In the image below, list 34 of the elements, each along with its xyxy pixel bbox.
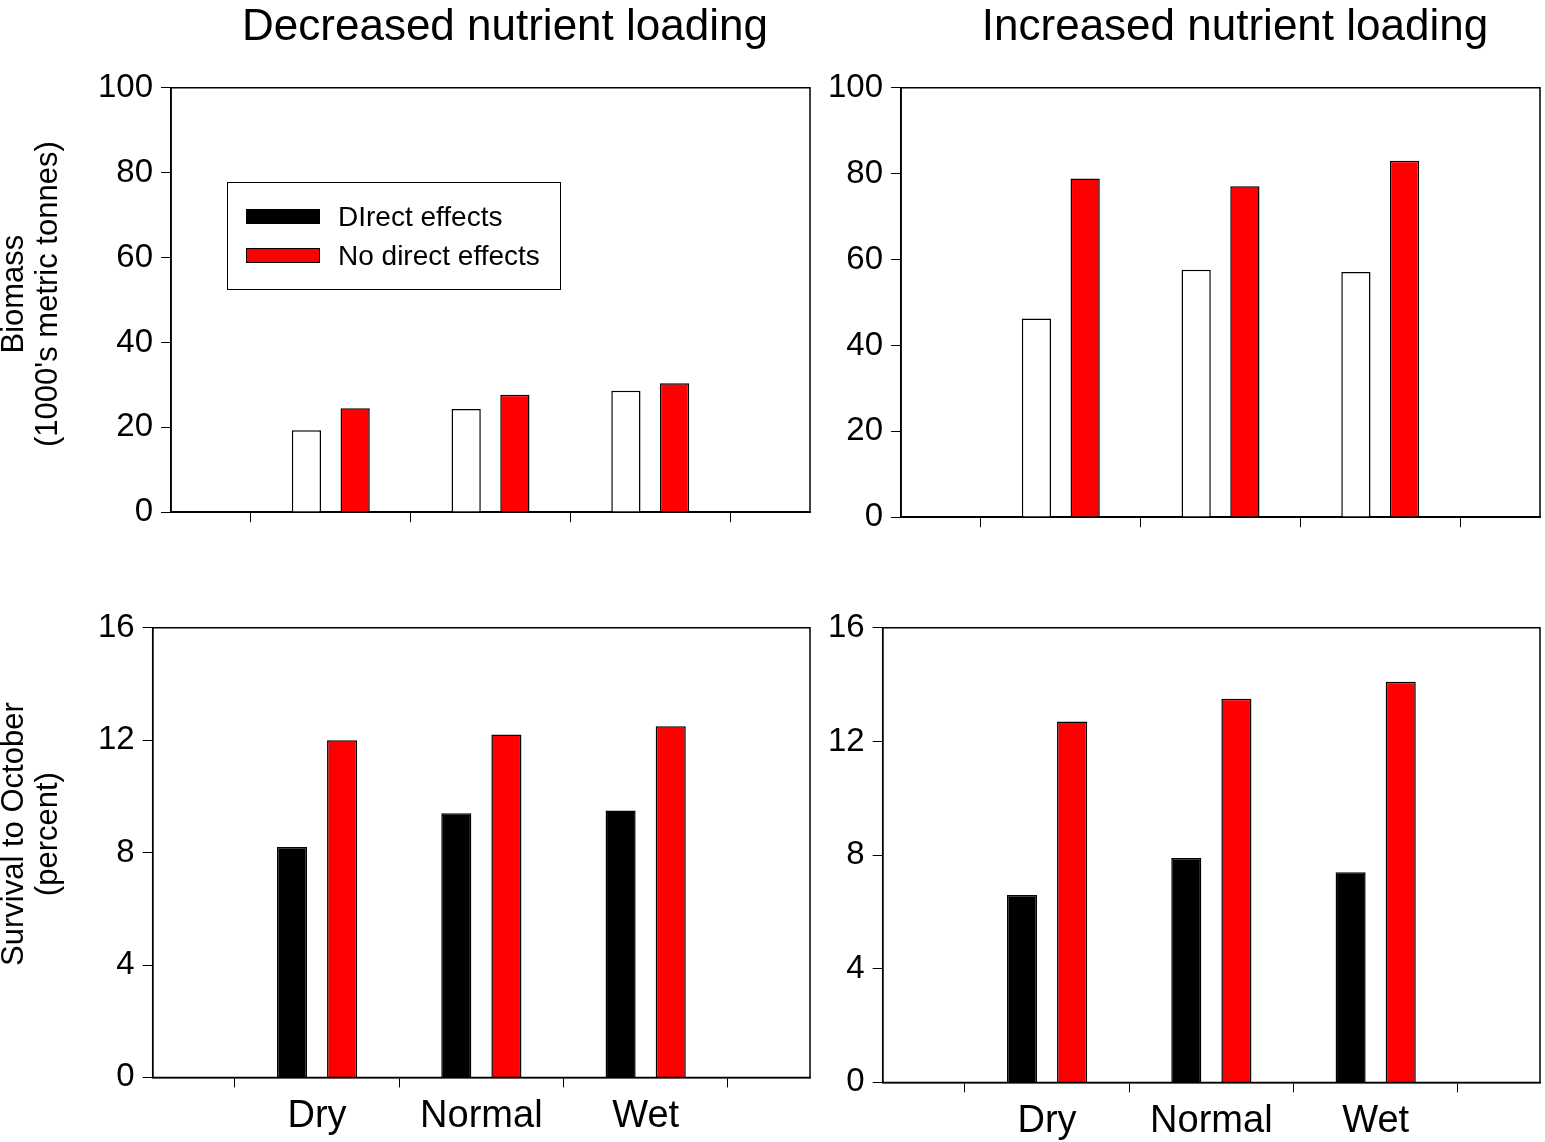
y-tick-label: 40 <box>116 321 154 359</box>
y-axis-title: Biomass (1000's metric tonnes) <box>0 140 65 449</box>
x-tick-label: Wet <box>612 1092 680 1135</box>
y-tick-label: 4 <box>846 947 865 985</box>
y-tick-label: 80 <box>846 152 884 190</box>
x-tick-label: Normal <box>1150 1097 1273 1140</box>
y-tick-label: 8 <box>846 834 865 872</box>
y-tick-label: 100 <box>828 66 884 104</box>
y-axis-title: Survival to October (percent) <box>0 701 65 968</box>
y-tick-label: 0 <box>134 491 154 529</box>
y-tick-label: 60 <box>116 236 154 274</box>
chart-title: Increased nutrient loading <box>980 0 1490 50</box>
y-tick-label: 8 <box>116 831 135 869</box>
y-tick-label: 12 <box>827 720 865 758</box>
y-tick-label: 4 <box>116 944 135 982</box>
y-tick-label: 20 <box>846 410 884 448</box>
y-tick-label: 100 <box>98 66 154 104</box>
y-tick-label: 16 <box>97 606 135 644</box>
y-tick-label: 0 <box>864 496 884 534</box>
x-tick-label: Normal <box>420 1092 543 1135</box>
y-tick-label: 20 <box>116 406 154 444</box>
chart-title: Decreased nutrient loading <box>241 0 769 50</box>
y-tick-label: 80 <box>116 151 154 189</box>
y-tick-label: 40 <box>846 324 884 362</box>
legend-label: DIrect effects <box>338 200 503 233</box>
y-tick-label: 60 <box>846 238 884 276</box>
y-tick-label: 0 <box>846 1061 865 1099</box>
x-tick-label: Wet <box>1342 1097 1410 1140</box>
y-tick-label: 0 <box>116 1056 135 1094</box>
y-tick-label: 12 <box>97 719 135 757</box>
legend-label: No direct effects <box>338 239 540 272</box>
y-tick-label: 16 <box>827 606 865 644</box>
x-tick-label: Dry <box>287 1092 347 1135</box>
x-tick-label: Dry <box>1017 1097 1077 1140</box>
